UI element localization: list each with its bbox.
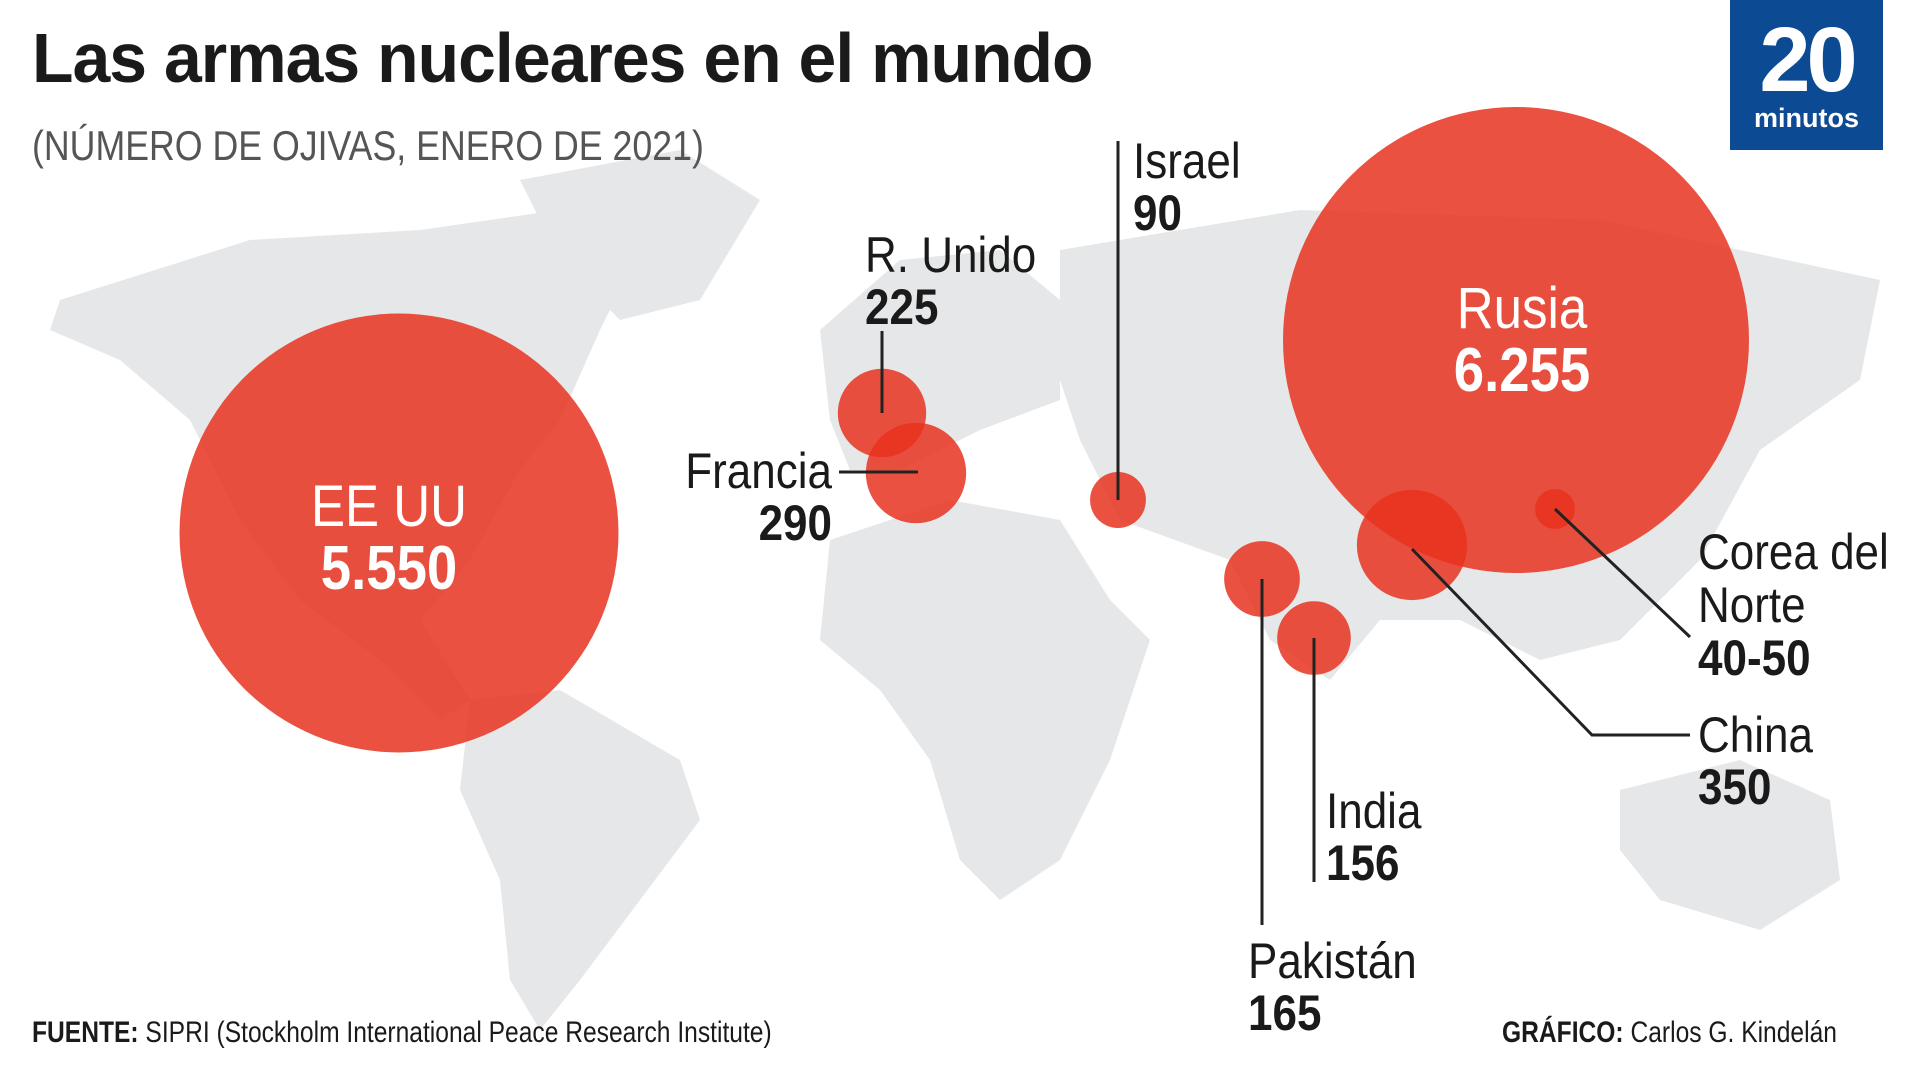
subtitle: (NÚMERO DE OJIVAS, ENERO DE 2021)	[32, 122, 704, 169]
credit-label: GRÁFICO:	[1502, 1016, 1624, 1049]
label-r-unido: R. Unido 225	[865, 227, 1037, 335]
source-text: SIPRI (Stockholm International Peace Res…	[138, 1016, 772, 1049]
logo-20minutos: 20 minutos	[1730, 0, 1883, 150]
source-label: FUENTE:	[32, 1016, 139, 1049]
label-israel: Israel 90	[1133, 133, 1241, 241]
south-america	[460, 690, 700, 1030]
leader-line-china	[1410, 547, 1690, 737]
label-china: China 350	[1698, 707, 1813, 815]
label-francia: Francia 290	[685, 443, 832, 551]
label-ee-uu: EE UU 5.550	[310, 474, 467, 603]
logo-number: 20	[1759, 9, 1857, 111]
credit-text: Carlos G. Kindelán	[1623, 1016, 1837, 1049]
label-india: India 156	[1326, 783, 1422, 891]
bubble-china	[1356, 489, 1468, 601]
page-title: Las armas nucleares en el mundo	[32, 19, 1094, 97]
label-corea-del-norte: Corea del Norte 40-50	[1698, 524, 1889, 686]
label-rusia: Rusia 6.255	[1453, 276, 1591, 405]
greenland	[520, 150, 760, 320]
logo-word: minutos	[1754, 103, 1859, 133]
australia	[1620, 760, 1840, 930]
credit-footer: GRÁFICO: Carlos G. Kindelán	[1502, 1016, 1837, 1050]
label-pakistan: Pakistán 165	[1248, 933, 1417, 1041]
africa	[820, 500, 1150, 900]
leader-line-corea-del-norte	[1553, 507, 1692, 639]
bubble-rusia	[1283, 107, 1749, 573]
bubble-ee-uu	[179, 313, 619, 753]
source-footer: FUENTE: SIPRI (Stockholm International P…	[32, 1016, 772, 1050]
